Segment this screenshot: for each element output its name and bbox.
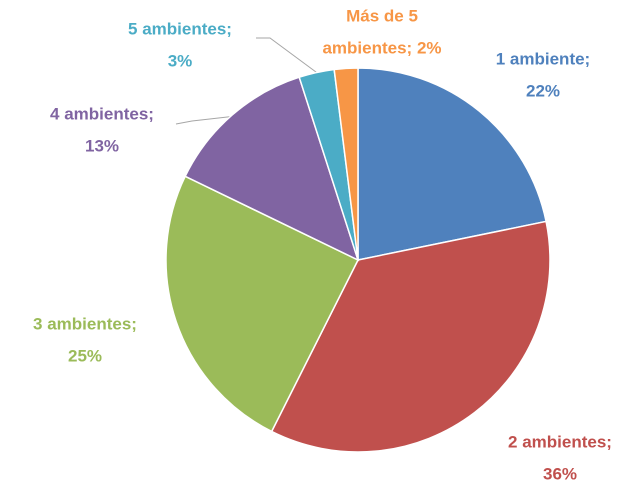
data-label: Más de 5 <box>346 6 418 25</box>
pie-slice <box>165 175 360 433</box>
data-label: 3% <box>168 51 193 70</box>
data-label: 5 ambientes; <box>128 19 232 38</box>
data-label: 3 ambientes; <box>33 314 137 333</box>
data-label: 2 ambientes; <box>508 432 612 451</box>
data-label: 22% <box>526 81 560 100</box>
data-label: 13% <box>85 136 119 155</box>
pie-slice <box>357 67 547 261</box>
data-label: 4 ambientes; <box>50 104 154 123</box>
pie-slice <box>270 220 551 453</box>
data-label: 36% <box>543 464 577 483</box>
data-label: 1 ambiente; <box>496 49 590 68</box>
pie-slice <box>184 76 360 262</box>
data-label: 25% <box>68 346 102 365</box>
pie-slice <box>333 67 359 261</box>
leader-line <box>256 37 321 76</box>
data-label: ambientes; 2% <box>322 38 441 57</box>
